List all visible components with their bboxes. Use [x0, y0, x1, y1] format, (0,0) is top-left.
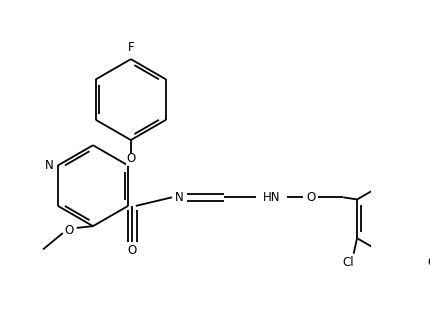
Text: N: N: [45, 159, 54, 172]
Text: O: O: [126, 153, 135, 165]
Text: F: F: [127, 41, 134, 53]
Text: Cl: Cl: [342, 256, 353, 269]
Text: N: N: [175, 191, 184, 204]
Text: O: O: [127, 244, 137, 257]
Text: O: O: [64, 224, 74, 237]
Text: HN: HN: [262, 191, 280, 204]
Text: O: O: [305, 191, 314, 204]
Text: Cl: Cl: [426, 256, 430, 269]
